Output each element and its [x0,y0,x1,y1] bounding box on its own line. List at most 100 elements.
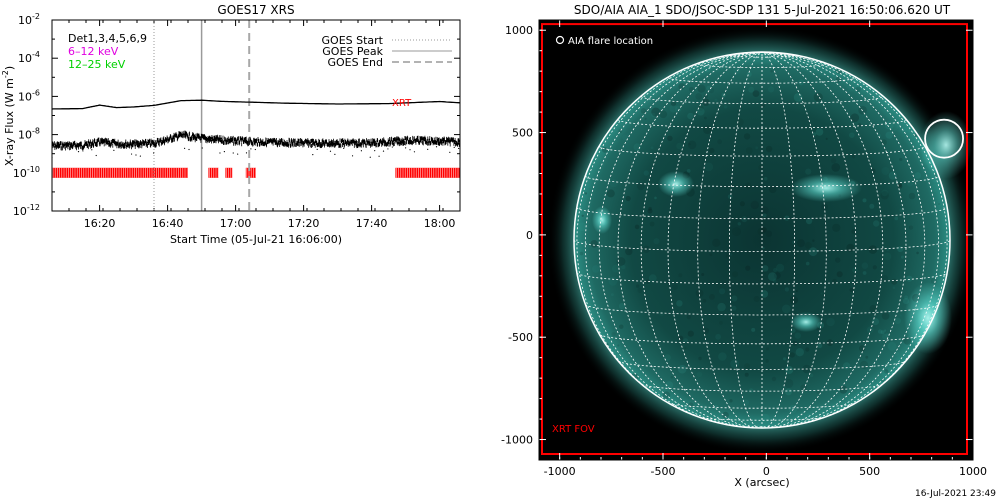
disk-texture-speck [882,333,888,340]
goes-y-tick-exponent: -8 [32,127,40,136]
xrt-coverage-bar [395,167,460,178]
goes-noise-point [427,148,429,150]
goes-y-tick-base: 10 [18,14,32,27]
disk-texture-speck [901,255,904,259]
disk-texture-speck [731,305,737,311]
aia-x-tick-label: -500 [651,465,676,478]
disk-texture-speck [715,333,721,340]
disk-texture-speck [622,134,628,141]
goes-1-8-angstrom-line [52,99,460,110]
disk-texture-speck [789,352,795,358]
goes-y-tick-label: 10-8 [18,127,40,142]
disk-texture-speck [884,329,887,332]
latitude-gridline [599,334,925,345]
aia-image-panel: SDO/AIA AIA_1 SDO/JSOC-SDP 131 5-Jul-202… [501,3,987,489]
disk-texture-speck [745,265,751,271]
disk-texture-speck [718,352,727,361]
disk-texture-speck [784,287,790,292]
aia-chart-title: SDO/AIA AIA_1 SDO/JSOC-SDP 131 5-Jul-202… [574,3,951,17]
goes-noise-point [91,149,93,151]
longitude-gridline [667,52,763,429]
disk-texture-speck [859,345,866,352]
disk-texture-speck [826,317,835,327]
disk-texture-speck [617,344,620,347]
disk-texture-speck [650,146,654,150]
goes-noise-point [82,150,84,152]
disk-texture-speck [702,299,707,303]
disk-texture-speck [826,339,834,346]
disk-texture-speck [763,176,768,181]
disk-texture-speck [676,142,683,150]
latitude-gridline [618,360,906,370]
disk-texture-speck [776,263,785,272]
goes-noise-point [232,152,234,154]
disk-texture-speck [732,227,741,237]
disk-texture-speck [894,317,902,324]
disk-texture-speck [906,179,914,187]
longitude-gridline [761,52,907,428]
aia-flare-location-marker [924,118,964,159]
goes-y-tick-exponent: -12 [27,203,40,212]
goes-noise-point [458,147,460,150]
disk-texture-speck [930,183,939,192]
goes-y-axis-label-close: ) [3,66,16,70]
disk-texture-speck [664,354,671,361]
disk-texture-speck [724,105,728,109]
disk-texture-speck [830,157,837,164]
goes-0-5-4-angstrom-line [52,130,460,151]
goes-y-tick-exponent: -10 [27,165,40,174]
aia-y-tick-label: -500 [508,331,533,344]
disk-texture-speck [877,329,883,334]
disk-texture-speck [702,98,710,106]
disk-texture-speck [704,94,708,98]
disk-texture-speck [835,76,842,83]
goes-noise-point [113,149,115,151]
disk-texture-speck [651,112,656,118]
disk-texture-speck [887,341,897,351]
disk-texture-speck [881,167,890,175]
southwest-limb-active-region [904,282,952,354]
disk-texture-speck [890,123,899,131]
latitude-gridline [598,146,926,157]
disk-texture-speck [744,372,749,377]
disk-texture-speck [621,264,626,270]
goes-noise-point [312,154,314,156]
goes-noise-point [153,152,155,154]
xrt-coverage-bar [52,167,188,178]
disk-texture-speck [649,221,655,227]
disk-texture-speck [752,90,760,97]
aia-x-tick-label: 500 [859,465,880,478]
disk-texture-speck [852,267,858,273]
goes-noise-point [382,150,385,152]
disk-texture-speck [938,203,941,205]
longitude-gridline [584,52,763,425]
aia-y-tick-label: 500 [512,127,533,140]
disk-texture-speck [672,284,678,291]
disk-texture-speck [678,83,685,90]
goes-noise-point [374,150,376,152]
disk-texture-speck [914,172,922,179]
goes-x-axis-label: Start Time (05-Jul-21 16:06:00) [170,233,342,246]
disk-texture-speck [697,84,706,93]
goes-noise-point [254,148,256,151]
disk-texture-speck [729,399,733,403]
latitude-gridline [576,207,948,220]
goes-noise-point [184,147,186,149]
goes-y-tick-base: 10 [18,52,32,65]
disk-texture-speck [889,370,893,374]
disk-texture-speck [831,163,841,172]
goes-noise-point [139,155,141,157]
legend-12-25-kev: 12–25 keV [68,58,126,71]
disk-texture-speck [661,95,667,102]
disk-texture-speck [584,192,588,195]
disk-texture-speck [873,220,880,227]
disk-texture-speck [866,326,874,334]
goes-noise-point [435,146,438,148]
goes-noise-point [405,147,407,149]
disk-texture-speck [744,182,752,190]
aia-x-axis-label: X (arcsec) [734,476,789,489]
goes-y-tick-base: 10 [13,167,27,180]
disk-texture-speck [785,365,794,375]
